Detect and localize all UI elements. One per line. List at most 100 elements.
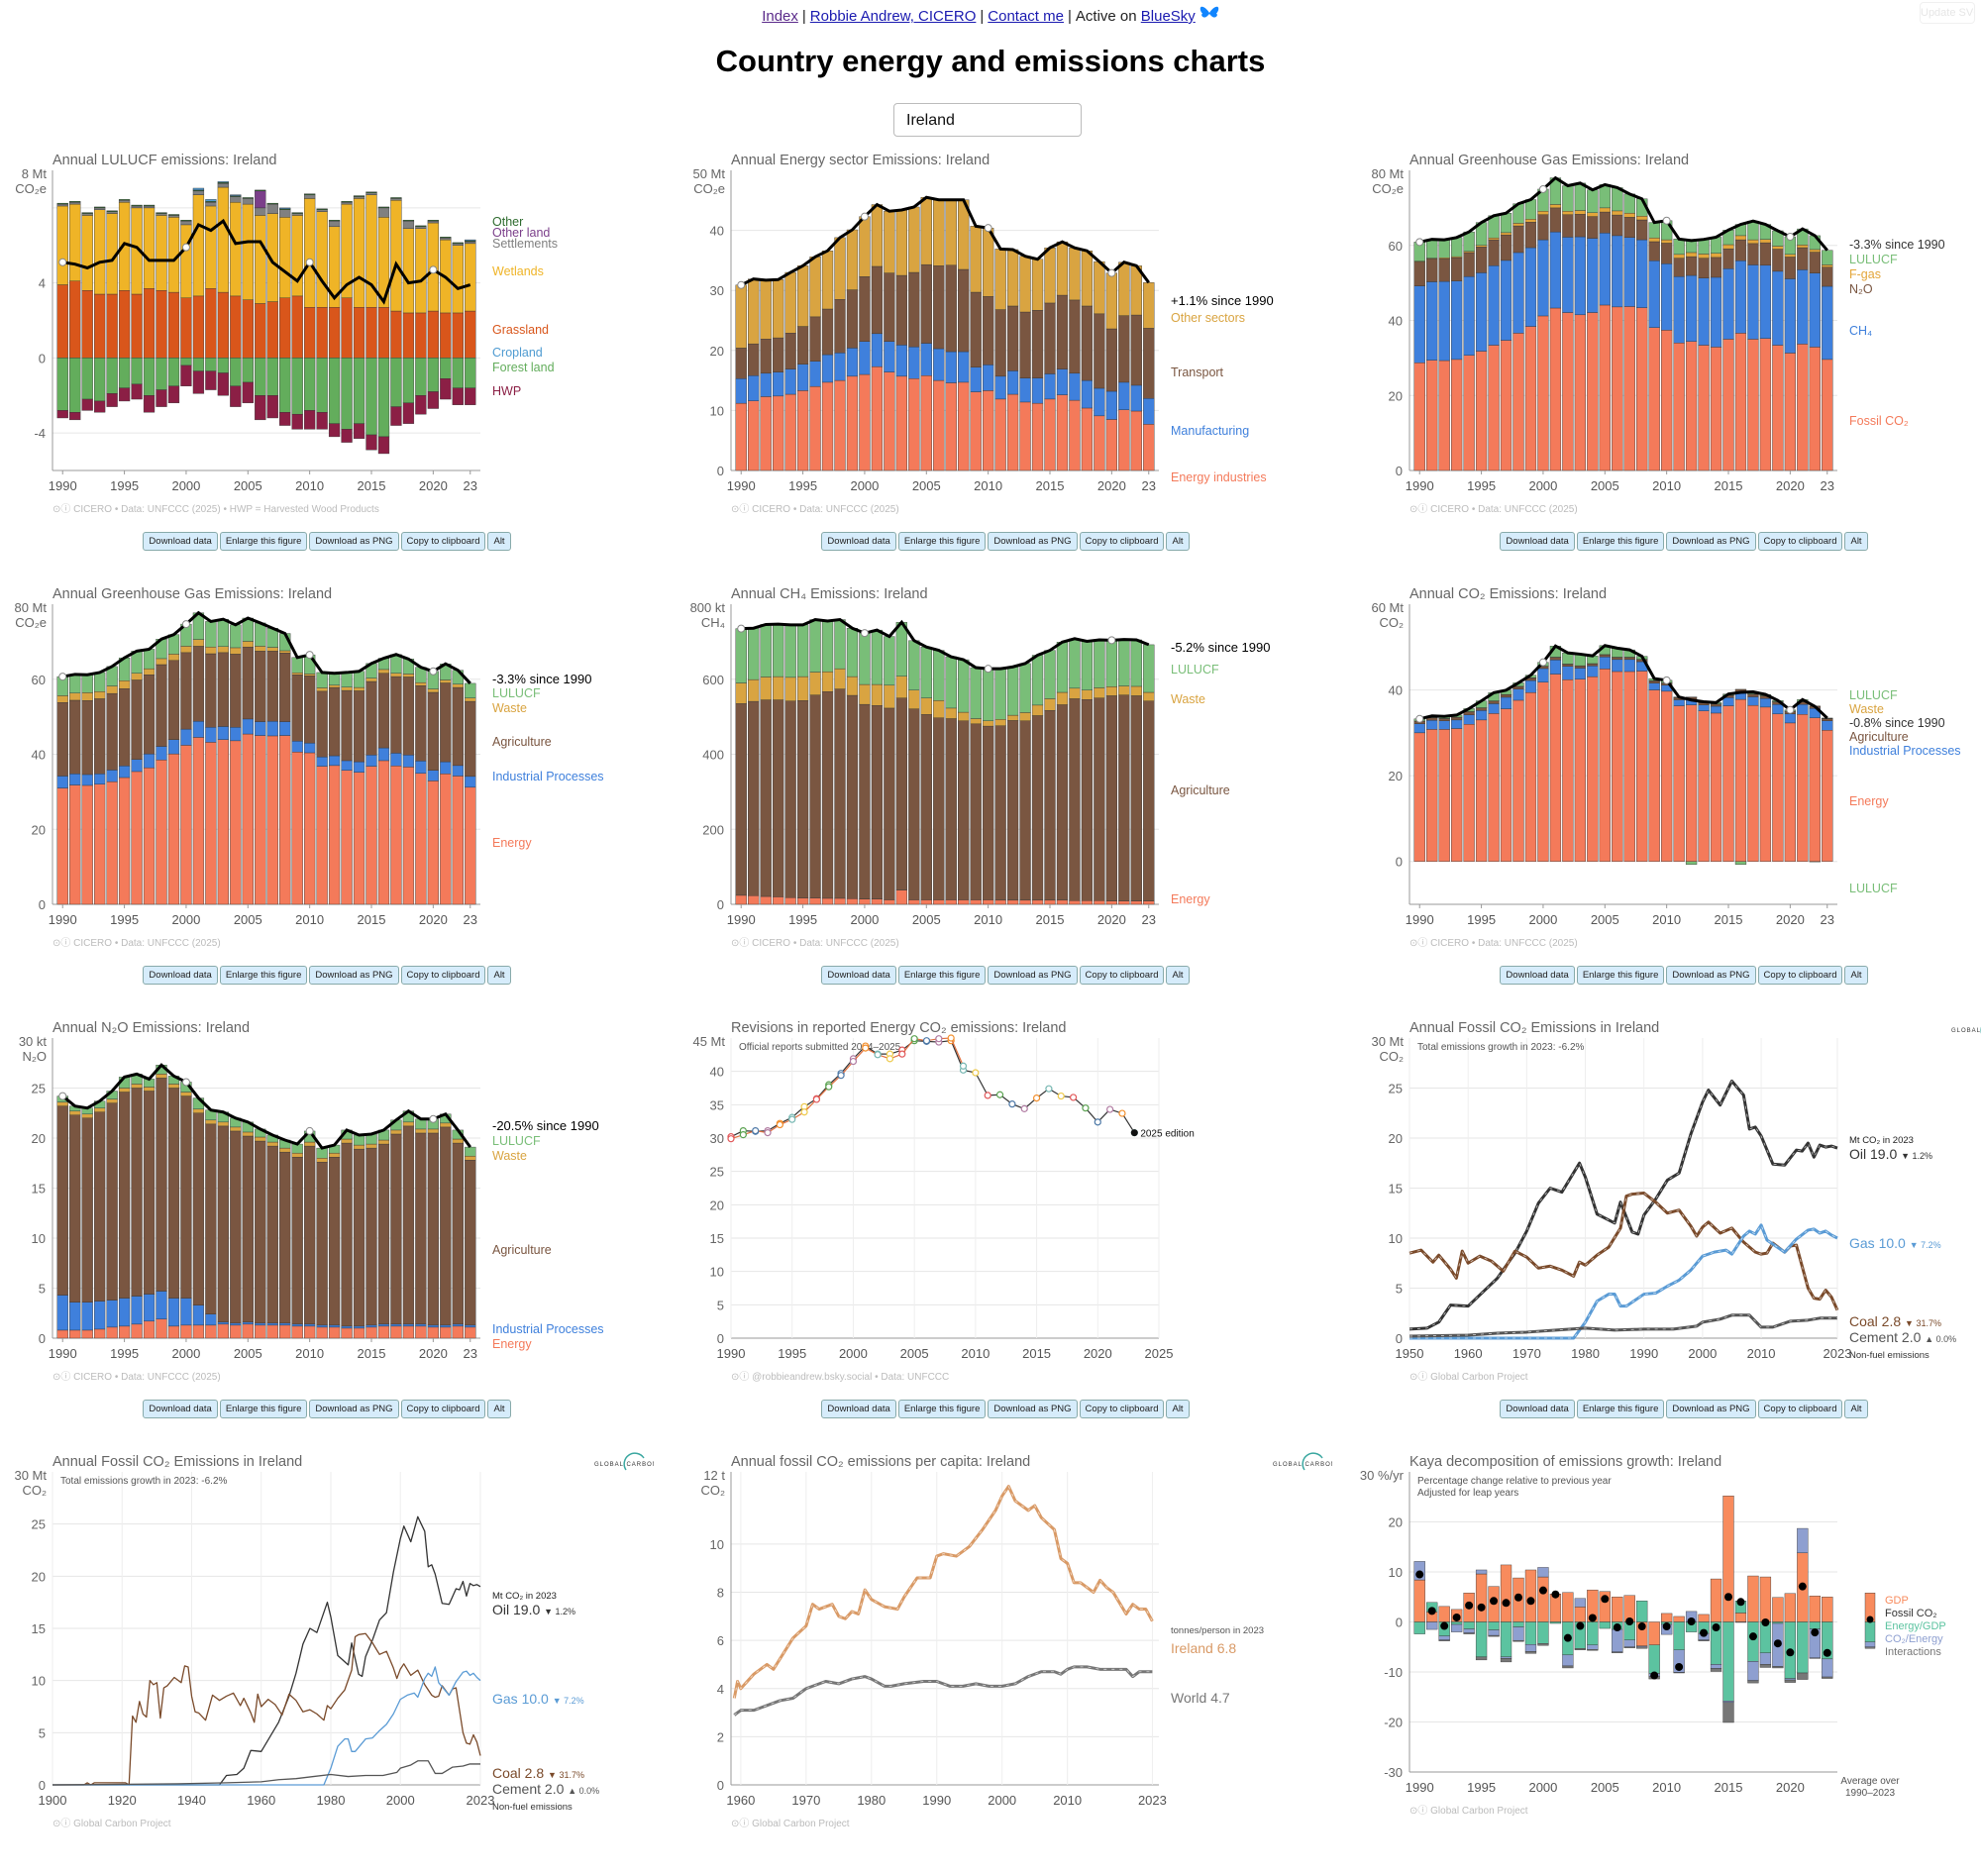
bar-segment-agriculture[interactable]: [168, 661, 179, 740]
bar-segment-fossil-co-[interactable]: [1735, 333, 1746, 470]
bar-segment-settlements[interactable]: [279, 210, 290, 218]
bar-segment-agriculture[interactable]: [57, 1106, 68, 1296]
bar-segment-energy-gdp[interactable]: [1636, 1601, 1647, 1621]
bar-segment-waste[interactable]: [933, 700, 944, 717]
bar-segment-energy-gdp[interactable]: [1464, 1622, 1475, 1629]
bar-segment-settlements[interactable]: [267, 204, 278, 213]
bar-segment-industrial-processes[interactable]: [1785, 714, 1796, 723]
bar-segment-fossil-co-[interactable]: [1674, 343, 1685, 470]
bar-segment-energy-industries[interactable]: [797, 390, 808, 470]
bar-segment-waste[interactable]: [205, 1120, 216, 1124]
bar-segment-waste[interactable]: [748, 679, 759, 701]
bar-segment-energy[interactable]: [1501, 709, 1512, 862]
bar-segment-energy[interactable]: [317, 1327, 328, 1338]
bar-segment-other[interactable]: [156, 213, 167, 214]
bar-segment-industrial-processes[interactable]: [181, 729, 192, 745]
bar-segment-lulucf[interactable]: [748, 628, 759, 679]
bar-segment-energy-gdp[interactable]: [1550, 1622, 1561, 1624]
bar-segment-energy[interactable]: [884, 899, 894, 904]
bar-segment-energy[interactable]: [156, 1319, 167, 1338]
bar-segment-energy[interactable]: [132, 1324, 143, 1338]
bar-segment-lulucf[interactable]: [1007, 667, 1018, 715]
bar-segment-ch-[interactable]: [1426, 281, 1437, 360]
bar-segment-industrial-processes[interactable]: [156, 747, 167, 761]
bar-segment-industrial-processes[interactable]: [1711, 706, 1721, 713]
bar-segment-waste[interactable]: [342, 1139, 353, 1143]
bar-segment-energy-industries[interactable]: [1045, 399, 1056, 470]
bar-segment-agriculture[interactable]: [1106, 695, 1117, 900]
bar-segment-industrial-processes[interactable]: [453, 1324, 464, 1326]
bar-segment-n-o[interactable]: [1822, 267, 1832, 286]
bar-segment-industrial-processes[interactable]: [378, 748, 389, 761]
bar-segment-agriculture[interactable]: [415, 1133, 426, 1324]
bar-segment-interactions[interactable]: [1785, 1680, 1796, 1683]
bar-segment-n-o[interactable]: [1575, 214, 1586, 237]
bar-segment-cropland[interactable]: [205, 199, 216, 201]
series-line-gas[interactable]: [52, 1667, 480, 1785]
bar-segment-agriculture[interactable]: [230, 1131, 241, 1323]
bar-segment-other[interactable]: [329, 220, 340, 221]
bar-segment-f-gas[interactable]: [1810, 250, 1821, 253]
bar-segment-waste[interactable]: [983, 721, 993, 726]
update-svgs-button[interactable]: Update SVGs: [1920, 2, 1975, 24]
bar-segment-fossil-co-[interactable]: [1649, 328, 1660, 470]
bar-segment-waste[interactable]: [255, 646, 265, 651]
bar-segment-transport[interactable]: [785, 333, 796, 368]
bar-segment-energy-industries[interactable]: [736, 403, 747, 470]
bar-segment-waste[interactable]: [428, 1129, 439, 1133]
fossil-co2-dot[interactable]: [1786, 1648, 1794, 1656]
bar-segment-waste[interactable]: [1082, 690, 1093, 699]
bar-segment-hwp[interactable]: [304, 410, 315, 429]
bar-segment-settlements[interactable]: [415, 227, 426, 229]
bar-segment-lulucf[interactable]: [218, 619, 229, 647]
bar-segment-energy[interactable]: [107, 1327, 118, 1338]
bar-segment-energy[interactable]: [465, 1327, 475, 1338]
alt-text-button[interactable]: Alt: [1166, 1400, 1189, 1418]
bar-segment-fossil-co-[interactable]: [1587, 313, 1598, 470]
bar-segment-settlements[interactable]: [243, 198, 254, 204]
bar-segment-lulucf[interactable]: [1562, 186, 1573, 212]
bar-segment-agriculture[interactable]: [908, 709, 919, 900]
bar-segment-energy[interactable]: [1094, 900, 1104, 904]
bar-segment-industrial-processes[interactable]: [440, 762, 451, 774]
fossil-co2-dot[interactable]: [1724, 1593, 1732, 1601]
bar-segment-waste[interactable]: [440, 1123, 451, 1127]
bar-segment-gdp[interactable]: [1772, 1598, 1783, 1622]
bar-segment-ch-[interactable]: [1575, 237, 1586, 315]
bar-segment-manufacturing[interactable]: [896, 345, 907, 376]
bar-segment-lulucf[interactable]: [884, 637, 894, 685]
bar-segment-energy[interactable]: [1538, 682, 1549, 862]
bar-segment-transport[interactable]: [1094, 314, 1104, 388]
bar-segment-lulucf[interactable]: [1600, 184, 1611, 207]
bar-segment-manufacturing[interactable]: [1057, 369, 1068, 395]
bar-segment-transport[interactable]: [1057, 295, 1068, 369]
bar-segment-industrial-processes[interactable]: [1513, 689, 1524, 700]
bar-segment-industrial-processes[interactable]: [304, 1324, 315, 1326]
bar-segment-industrial-processes[interactable]: [292, 1324, 303, 1326]
bar-segment-ch-[interactable]: [1711, 277, 1721, 347]
bar-segment-energy[interactable]: [342, 1328, 353, 1338]
bar-segment-transport[interactable]: [1131, 315, 1142, 385]
bar-segment-agriculture[interactable]: [415, 685, 426, 761]
bar-segment-other[interactable]: [403, 220, 414, 221]
bar-segment-ch-[interactable]: [1797, 269, 1808, 344]
bar-segment-grassland[interactable]: [279, 298, 290, 359]
bar-segment-other-sectors[interactable]: [773, 279, 783, 338]
bar-segment-manufacturing[interactable]: [958, 352, 969, 382]
bar-segment-energy-industries[interactable]: [884, 372, 894, 470]
bar-segment-interactions[interactable]: [1624, 1647, 1635, 1648]
enlarge-figure-button[interactable]: Enlarge this figure: [898, 1400, 987, 1418]
bar-segment-agriculture[interactable]: [329, 687, 340, 756]
bar-segment-energy-industries[interactable]: [1118, 410, 1129, 470]
bar-segment-other[interactable]: [82, 213, 93, 214]
bar-segment-energy[interactable]: [1575, 679, 1586, 862]
bar-segment-grassland[interactable]: [193, 296, 204, 358]
bar-segment-forest-land[interactable]: [119, 358, 130, 387]
bar-segment-energy-industries[interactable]: [971, 392, 982, 470]
bar-segment-other[interactable]: [292, 213, 303, 214]
bar-segment-energy[interactable]: [1760, 707, 1771, 862]
bar-segment-grassland[interactable]: [243, 300, 254, 359]
data-point[interactable]: [777, 1122, 782, 1128]
bar-segment-grassland[interactable]: [378, 307, 389, 358]
download-png-button[interactable]: Download as PNG: [1666, 1400, 1755, 1418]
